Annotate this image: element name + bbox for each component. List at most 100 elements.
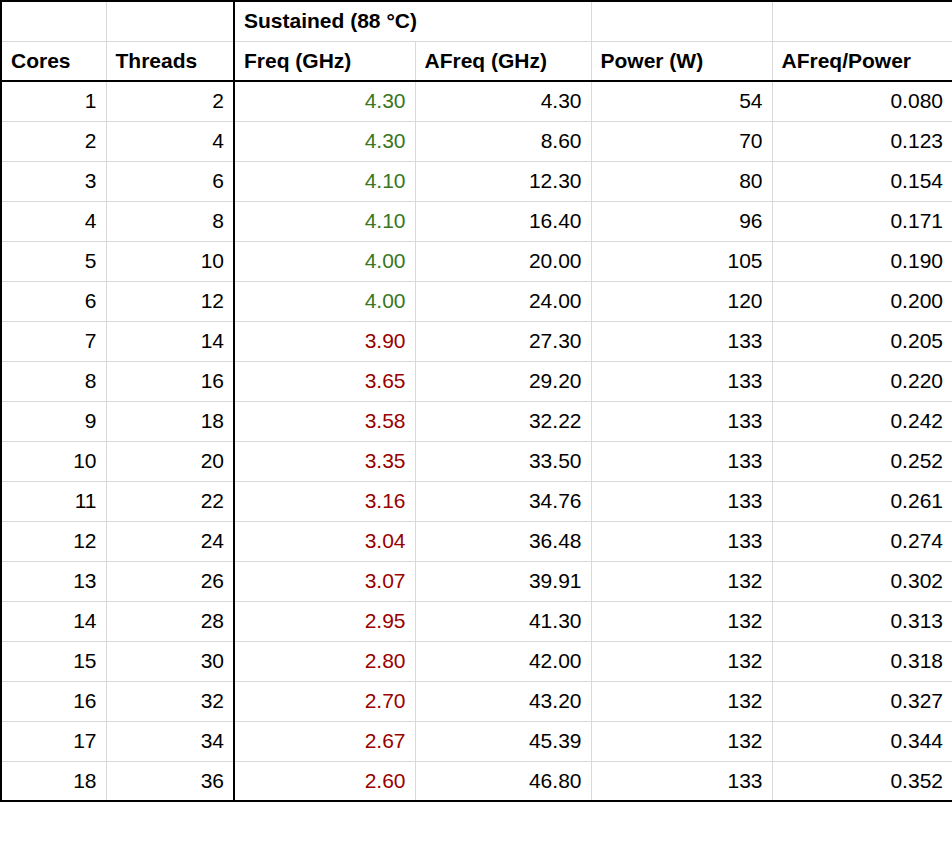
empty-cell-b1[interactable] — [106, 1, 234, 41]
cell-afreq[interactable]: 4.30 — [415, 81, 591, 121]
cell-freq[interactable]: 3.35 — [234, 441, 415, 481]
cell-threads[interactable]: 20 — [106, 441, 234, 481]
cell-freq[interactable]: 2.67 — [234, 721, 415, 761]
column-header-power[interactable]: Power (W) — [591, 41, 772, 81]
cell-threads[interactable]: 26 — [106, 561, 234, 601]
cell-threads[interactable]: 22 — [106, 481, 234, 521]
cell-threads[interactable]: 28 — [106, 601, 234, 641]
cell-ratio[interactable]: 0.220 — [772, 361, 952, 401]
cell-ratio[interactable]: 0.252 — [772, 441, 952, 481]
cell-power[interactable]: 133 — [591, 361, 772, 401]
cell-freq[interactable]: 4.00 — [234, 281, 415, 321]
cell-power[interactable]: 133 — [591, 401, 772, 441]
cell-power[interactable]: 133 — [591, 521, 772, 561]
cell-threads[interactable]: 14 — [106, 321, 234, 361]
cell-cores[interactable]: 6 — [1, 281, 106, 321]
cell-ratio[interactable]: 0.261 — [772, 481, 952, 521]
cell-threads[interactable]: 18 — [106, 401, 234, 441]
empty-cell-e1[interactable] — [591, 1, 772, 41]
cell-power[interactable]: 132 — [591, 641, 772, 681]
cell-cores[interactable]: 3 — [1, 161, 106, 201]
cell-freq[interactable]: 3.65 — [234, 361, 415, 401]
cell-cores[interactable]: 16 — [1, 681, 106, 721]
column-header-cores[interactable]: Cores — [1, 41, 106, 81]
cell-power[interactable]: 80 — [591, 161, 772, 201]
cell-power[interactable]: 133 — [591, 441, 772, 481]
cell-power[interactable]: 70 — [591, 121, 772, 161]
cell-afreq[interactable]: 33.50 — [415, 441, 591, 481]
cell-threads[interactable]: 16 — [106, 361, 234, 401]
cell-threads[interactable]: 12 — [106, 281, 234, 321]
cell-power[interactable]: 120 — [591, 281, 772, 321]
cell-power[interactable]: 132 — [591, 601, 772, 641]
cell-cores[interactable]: 17 — [1, 721, 106, 761]
cell-afreq[interactable]: 34.76 — [415, 481, 591, 521]
cell-freq[interactable]: 4.30 — [234, 121, 415, 161]
cell-cores[interactable]: 8 — [1, 361, 106, 401]
empty-cell-f1[interactable] — [772, 1, 952, 41]
cell-afreq[interactable]: 20.00 — [415, 241, 591, 281]
cell-afreq[interactable]: 45.39 — [415, 721, 591, 761]
cell-ratio[interactable]: 0.171 — [772, 201, 952, 241]
cell-threads[interactable]: 6 — [106, 161, 234, 201]
cell-threads[interactable]: 4 — [106, 121, 234, 161]
cell-ratio[interactable]: 0.242 — [772, 401, 952, 441]
cell-ratio[interactable]: 0.302 — [772, 561, 952, 601]
cell-afreq[interactable]: 36.48 — [415, 521, 591, 561]
cell-afreq[interactable]: 32.22 — [415, 401, 591, 441]
cell-power[interactable]: 132 — [591, 681, 772, 721]
cell-ratio[interactable]: 0.123 — [772, 121, 952, 161]
cell-power[interactable]: 133 — [591, 481, 772, 521]
cell-cores[interactable]: 18 — [1, 761, 106, 801]
cell-ratio[interactable]: 0.274 — [772, 521, 952, 561]
cell-cores[interactable]: 15 — [1, 641, 106, 681]
cell-threads[interactable]: 36 — [106, 761, 234, 801]
cell-afreq[interactable]: 16.40 — [415, 201, 591, 241]
cell-afreq[interactable]: 12.30 — [415, 161, 591, 201]
cell-power[interactable]: 105 — [591, 241, 772, 281]
cell-cores[interactable]: 12 — [1, 521, 106, 561]
cell-afreq[interactable]: 39.91 — [415, 561, 591, 601]
cell-ratio[interactable]: 0.344 — [772, 721, 952, 761]
cell-freq[interactable]: 3.07 — [234, 561, 415, 601]
cell-afreq[interactable]: 46.80 — [415, 761, 591, 801]
cell-threads[interactable]: 32 — [106, 681, 234, 721]
cell-freq[interactable]: 2.80 — [234, 641, 415, 681]
cell-freq[interactable]: 3.90 — [234, 321, 415, 361]
cell-freq[interactable]: 2.95 — [234, 601, 415, 641]
cell-cores[interactable]: 13 — [1, 561, 106, 601]
cell-power[interactable]: 132 — [591, 721, 772, 761]
cell-freq[interactable]: 4.10 — [234, 201, 415, 241]
cell-afreq[interactable]: 24.00 — [415, 281, 591, 321]
cell-cores[interactable]: 7 — [1, 321, 106, 361]
cell-freq[interactable]: 4.00 — [234, 241, 415, 281]
cell-power[interactable]: 96 — [591, 201, 772, 241]
cell-afreq[interactable]: 27.30 — [415, 321, 591, 361]
cell-freq[interactable]: 4.10 — [234, 161, 415, 201]
column-header-ratio[interactable]: AFreq/Power — [772, 41, 952, 81]
cell-ratio[interactable]: 0.313 — [772, 601, 952, 641]
cell-cores[interactable]: 10 — [1, 441, 106, 481]
cell-threads[interactable]: 30 — [106, 641, 234, 681]
cell-ratio[interactable]: 0.205 — [772, 321, 952, 361]
cell-threads[interactable]: 24 — [106, 521, 234, 561]
cell-afreq[interactable]: 41.30 — [415, 601, 591, 641]
cell-threads[interactable]: 10 — [106, 241, 234, 281]
cell-power[interactable]: 54 — [591, 81, 772, 121]
cell-threads[interactable]: 34 — [106, 721, 234, 761]
cell-threads[interactable]: 8 — [106, 201, 234, 241]
cell-afreq[interactable]: 42.00 — [415, 641, 591, 681]
cell-ratio[interactable]: 0.352 — [772, 761, 952, 801]
cell-cores[interactable]: 1 — [1, 81, 106, 121]
cell-power[interactable]: 133 — [591, 761, 772, 801]
cell-power[interactable]: 133 — [591, 321, 772, 361]
cell-ratio[interactable]: 0.154 — [772, 161, 952, 201]
empty-cell-a1[interactable] — [1, 1, 106, 41]
column-header-freq[interactable]: Freq (GHz) — [234, 41, 415, 81]
cell-freq[interactable]: 3.04 — [234, 521, 415, 561]
sustained-group-header[interactable]: Sustained (88 °C) — [234, 1, 591, 41]
cell-cores[interactable]: 5 — [1, 241, 106, 281]
cell-afreq[interactable]: 43.20 — [415, 681, 591, 721]
cell-ratio[interactable]: 0.318 — [772, 641, 952, 681]
cell-cores[interactable]: 11 — [1, 481, 106, 521]
